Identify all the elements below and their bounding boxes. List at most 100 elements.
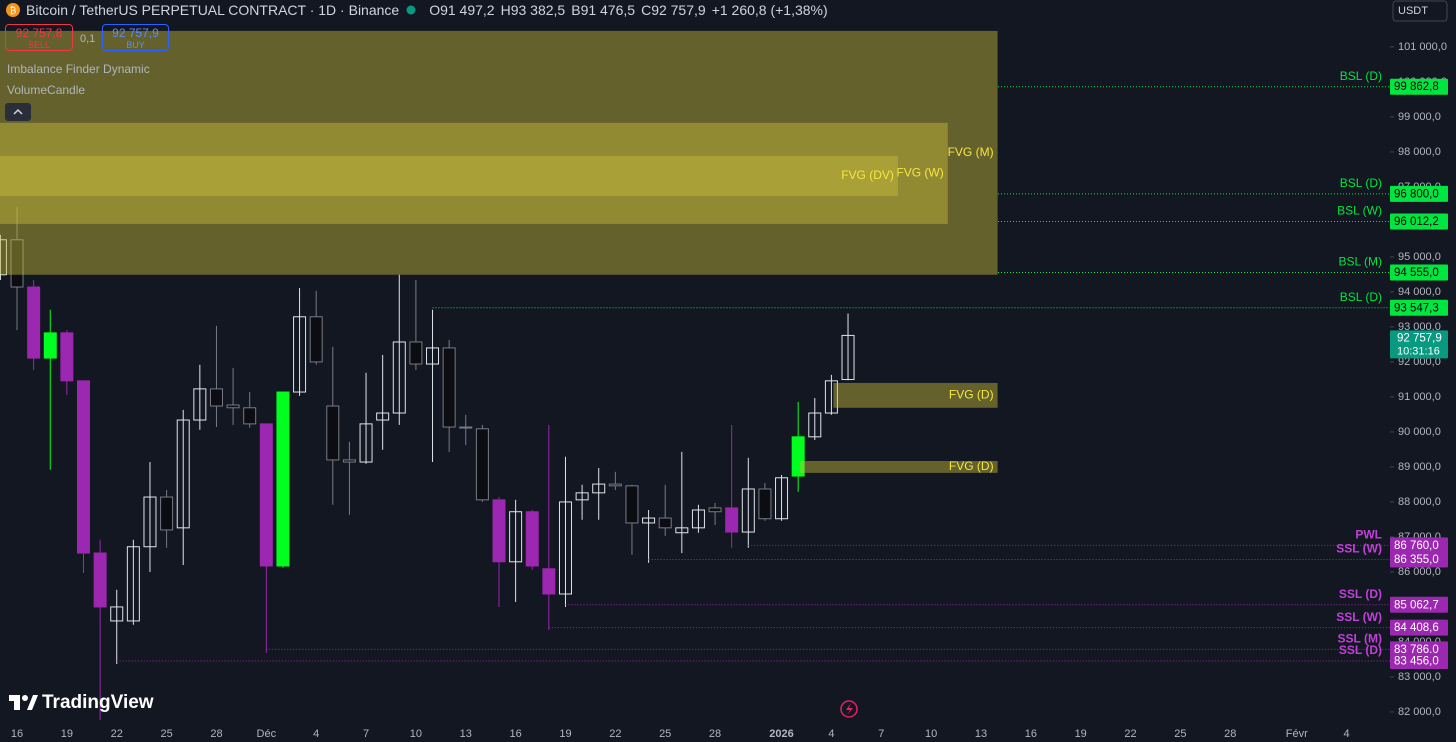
symbol-icon: ₿	[6, 3, 20, 17]
symbol-title: Bitcoin / TetherUS PERPETUAL CONTRACT · …	[26, 2, 400, 18]
x-tick-label: 4	[828, 728, 834, 740]
candle-body	[592, 483, 606, 494]
candle-body	[791, 436, 805, 477]
liquidity-label: PWL	[1355, 528, 1382, 542]
price-box	[1390, 652, 1448, 669]
buy-button[interactable]: 92 757,9 BUY	[102, 24, 169, 51]
candle-body	[209, 388, 223, 407]
candle-body	[293, 316, 307, 393]
candle-body	[143, 496, 157, 548]
candle-body	[426, 347, 440, 365]
liquidity-label: SSL (D)	[1339, 643, 1382, 657]
fvg-label: FVG (W)	[896, 166, 943, 180]
ohlc-key: B	[571, 2, 581, 18]
candle-body	[642, 517, 656, 524]
liquidity-label: SSL (M)	[1338, 632, 1382, 646]
candle-body	[376, 412, 390, 421]
ohlc-key: H	[500, 2, 511, 18]
x-tick-label: 16	[1025, 728, 1037, 740]
candle-body	[160, 496, 174, 531]
candle-body	[259, 423, 273, 567]
currency-button[interactable]: USDT	[1392, 0, 1448, 22]
price-box	[1390, 619, 1448, 636]
last-price-box	[1390, 330, 1448, 359]
candle-body	[708, 507, 722, 513]
plot-area: FVG (M) FVG (W)FVG (DV) FVG (D) FVG (D) BSL …	[0, 30, 1390, 720]
buy-label: BUY	[126, 40, 145, 50]
header: ₿ Bitcoin / TetherUS PERPETUAL CONTRACT …	[0, 0, 828, 20]
liquidity-label: BSL (D)	[1340, 176, 1382, 190]
price-box	[1390, 551, 1448, 568]
lightning-icon[interactable]	[840, 700, 858, 718]
candle-body	[126, 546, 140, 622]
x-tick-label: 13	[975, 728, 987, 740]
candle-body	[741, 488, 755, 533]
fvg-zone	[0, 155, 898, 196]
y-tick-label: 86 000,0	[1398, 566, 1441, 578]
candle-body	[359, 423, 373, 463]
price-box-label: 84 408,6	[1394, 622, 1439, 634]
x-tick-label: 7	[363, 728, 369, 740]
countdown: 10:31:16	[1397, 345, 1440, 357]
ohlc-value: 91 497,2	[440, 2, 495, 18]
x-tick-label: 4	[1344, 728, 1350, 740]
y-tick-label: 92 000,0	[1398, 356, 1441, 368]
candle-body	[342, 459, 356, 463]
y-tick-label: 91 000,0	[1398, 391, 1441, 403]
buy-price: 92 757,9	[112, 26, 159, 40]
candle-body	[608, 483, 622, 487]
y-tick-label: 89 000,0	[1398, 461, 1441, 473]
candle-body	[60, 332, 74, 382]
x-tick-label: 22	[609, 728, 621, 740]
sell-button[interactable]: 92 757,8 SELL	[5, 24, 73, 51]
tradingview-logo: TradingView	[9, 692, 154, 713]
indicator-name[interactable]: Imbalance Finder Dynamic	[7, 62, 150, 76]
sell-price: 92 757,8	[15, 26, 63, 40]
x-tick-label: 22	[111, 728, 123, 740]
candle-body	[459, 426, 473, 429]
brand: TradingView	[42, 692, 154, 713]
candle-body	[525, 511, 539, 567]
candle-body	[492, 499, 506, 563]
candle-body	[675, 527, 689, 534]
quantity: 0,1	[80, 33, 96, 45]
candle-body	[725, 507, 739, 533]
candle-body	[392, 341, 406, 414]
y-tick-label: 98 000,0	[1398, 146, 1441, 158]
fvg-label: FVG (D)	[949, 459, 994, 473]
candle-body	[243, 407, 257, 425]
candle-body	[691, 509, 705, 529]
svg-text:₿: ₿	[10, 5, 17, 15]
x-tick-label: 25	[1174, 728, 1186, 740]
y-tick-label: 94 000,0	[1398, 286, 1441, 298]
indicator-name[interactable]: VolumeCandle	[7, 83, 86, 97]
candle-body	[10, 239, 24, 288]
price-box	[1390, 185, 1448, 202]
x-tick-label: 19	[559, 728, 571, 740]
fvg-label: FVG (M)	[948, 145, 994, 159]
price-box-label: 85 062,7	[1394, 599, 1439, 611]
y-tick-label: 101 000,0	[1398, 41, 1447, 53]
x-tick-label: 10	[410, 728, 422, 740]
price-box	[1390, 537, 1448, 554]
x-tick-label: 25	[160, 728, 172, 740]
ohlc-key: O	[429, 2, 441, 18]
price-box-label: 96 800,0	[1394, 188, 1439, 200]
candle-body	[326, 405, 340, 461]
price-box-label: 86 355,0	[1394, 554, 1439, 566]
candle-body	[77, 380, 90, 554]
candle-body	[110, 606, 124, 622]
price-axis: 82 000,083 000,084 000,085 000,086 000,0…	[11, 41, 1448, 740]
fvg-label: FVG (DV)	[841, 168, 894, 182]
sell-label: SELL	[27, 40, 51, 50]
x-tick-label: Févr	[1286, 728, 1308, 740]
price-box	[1390, 78, 1448, 95]
collapse-button[interactable]	[5, 103, 31, 121]
ohlc-value: 91 476,5	[580, 2, 636, 18]
x-tick-label: 22	[1124, 728, 1136, 740]
x-tick-label: 28	[709, 728, 721, 740]
y-tick-label: 95 000,0	[1398, 251, 1441, 263]
x-tick-label: 19	[61, 728, 73, 740]
